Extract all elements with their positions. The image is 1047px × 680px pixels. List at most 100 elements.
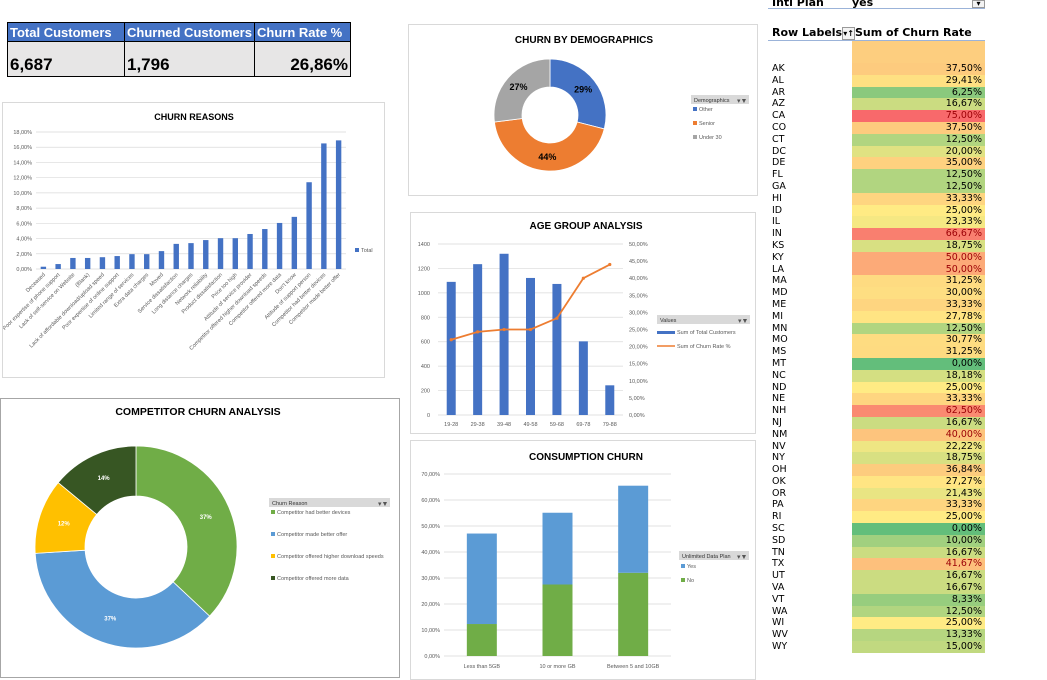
pivot-row[interactable]: NH 62,50% bbox=[768, 405, 985, 417]
pivot-row[interactable]: IN 66,67% bbox=[768, 228, 985, 240]
pivot-row[interactable]: NE 33,33% bbox=[768, 393, 985, 406]
pivot-row[interactable]: WY 15,00% bbox=[768, 641, 985, 653]
churn-reasons-chart[interactable]: CHURN REASONS 0,00% 2,00% 4,00% 6,00% 8,00% 10… bbox=[2, 102, 385, 378]
row-labels-header: Row Labels bbox=[772, 26, 843, 39]
chart-svg: 29% 44% 27% Demographics ▾▼ Other Senior Under … bbox=[493, 35, 749, 172]
state-label: UT bbox=[772, 570, 785, 582]
pivot-row[interactable]: WA 12,50% bbox=[768, 605, 985, 618]
pivot-row[interactable]: CT 12,50% bbox=[768, 133, 985, 146]
value-header: Sum of Churn Rate % bbox=[855, 26, 972, 56]
legend-label: Yes bbox=[687, 564, 696, 570]
sort-filter-icon[interactable]: ▾↑ bbox=[842, 26, 856, 40]
competitor-churn-analysis-chart[interactable]: 37% 37% 12% 14% Churn Reason ▾▼ Competitor had… bbox=[0, 398, 400, 678]
pivot-row[interactable]: SD 10,00% bbox=[768, 534, 985, 547]
pivot-row[interactable]: ND 25,00% bbox=[768, 381, 985, 394]
x-tick-label: Less than 5GB bbox=[464, 664, 501, 670]
pivot-row[interactable]: CA 75,00% bbox=[768, 110, 985, 122]
pivot-row[interactable]: FL 12,50% bbox=[768, 169, 985, 181]
pivot-row[interactable]: MI 27,78% bbox=[768, 310, 985, 323]
churn-rate-cell: 37,50% bbox=[852, 121, 985, 134]
pivot-row[interactable]: LA 50,00% bbox=[768, 263, 985, 276]
pivot-row[interactable]: WI 25,00% bbox=[768, 617, 985, 630]
pivot-row[interactable]: VT 8,33% bbox=[768, 593, 985, 606]
state-label: AR bbox=[772, 86, 786, 98]
state-label: CT bbox=[772, 133, 785, 145]
pivot-row[interactable]: NV 22,22% bbox=[768, 440, 985, 453]
churn-rate-cell: 50,00% bbox=[852, 251, 985, 264]
pivot-row[interactable]: VA 16,67% bbox=[768, 582, 985, 594]
pivot-row[interactable]: WV 13,33% bbox=[768, 629, 985, 642]
pivot-row[interactable]: MS 31,25% bbox=[768, 346, 985, 358]
data-label: 14% bbox=[98, 476, 111, 482]
pivot-row[interactable]: NM 40,00% bbox=[768, 428, 985, 441]
churn-rate-cell: 13,33% bbox=[852, 629, 985, 642]
churn-rate-cell: 27,78% bbox=[852, 310, 985, 323]
pivot-row[interactable]: OR 21,43% bbox=[768, 487, 985, 500]
pivot-row[interactable]: AL 29,41% bbox=[768, 74, 985, 87]
pivot-row[interactable]: KS 18,75% bbox=[768, 239, 985, 252]
pivot-row[interactable]: HI 33,33% bbox=[768, 192, 985, 205]
bar bbox=[578, 341, 588, 415]
x-tick-label: Between 5 and 10GB bbox=[607, 664, 660, 670]
pivot-row[interactable]: DC 20,00% bbox=[768, 145, 985, 158]
state-label: MO bbox=[772, 334, 788, 346]
donut-slice bbox=[34, 549, 211, 649]
y-tick-label: 1000 bbox=[418, 291, 430, 297]
pivot-row[interactable]: NJ 16,67% bbox=[768, 416, 985, 429]
bar bbox=[84, 257, 91, 269]
pivot-row[interactable]: NY 18,75% bbox=[768, 452, 985, 465]
pivot-row[interactable]: KY 50,00% bbox=[768, 251, 985, 264]
pivot-row[interactable]: AR 6,25% bbox=[768, 86, 985, 99]
pivot-row[interactable]: MT 0,00% bbox=[768, 357, 985, 370]
legend-header bbox=[679, 551, 749, 560]
legend-swatch bbox=[271, 576, 275, 580]
churn-rate-cell: 16,67% bbox=[852, 98, 985, 111]
bar bbox=[40, 266, 47, 269]
pivot-row[interactable]: OK 27,27% bbox=[768, 475, 985, 488]
legend-swatch bbox=[693, 135, 697, 139]
pivot-row[interactable]: IL 23,33% bbox=[768, 216, 985, 229]
pivot-row[interactable]: PA 33,33% bbox=[768, 499, 985, 512]
bar bbox=[99, 257, 106, 269]
pivot-row[interactable]: GA 12,50% bbox=[768, 180, 985, 193]
pivot-row[interactable]: DE 35,00% bbox=[768, 157, 985, 170]
bar bbox=[173, 243, 179, 269]
bar bbox=[526, 277, 535, 415]
pivot-blank-cell bbox=[852, 41, 985, 63]
bar-segment bbox=[466, 624, 497, 656]
pivot-row[interactable]: MD 30,00% bbox=[768, 287, 985, 299]
churn-rate-cell: 21,43% bbox=[852, 487, 985, 500]
pivot-row[interactable]: OH 36,84% bbox=[768, 464, 985, 476]
pivot-row[interactable]: TX 41,67% bbox=[768, 558, 985, 571]
consumption-churn-chart[interactable]: CONSUMPTION CHURN 0,00% 10,00% 20,00% 30,00%… bbox=[410, 440, 756, 680]
pivot-row[interactable]: NC 18,18% bbox=[768, 369, 985, 382]
filter-dropdown-icon[interactable]: ▾ bbox=[972, 0, 985, 8]
kpi-header-total-customers: Total Customers bbox=[7, 22, 125, 42]
churn-by-demographics-chart[interactable]: 29% 44% 27% Demographics ▾▼ Other Senior Under … bbox=[408, 24, 758, 196]
pivot-row[interactable]: MA 31,25% bbox=[768, 275, 985, 288]
churn-rate-cell: 16,67% bbox=[852, 570, 985, 583]
state-label: ME bbox=[772, 298, 787, 310]
pivot-row[interactable]: AK 37,50% bbox=[768, 63, 985, 75]
y-tick-label: 10,00% bbox=[13, 191, 32, 197]
chart-title: CONSUMPTION CHURN bbox=[529, 452, 643, 463]
pivot-row[interactable]: CO 37,50% bbox=[768, 121, 985, 134]
state-label: AK bbox=[772, 63, 785, 74]
y-tick-label: 2,00% bbox=[16, 252, 32, 258]
state-label: MD bbox=[772, 287, 788, 299]
y2-tick-label: 20,00% bbox=[629, 345, 648, 351]
pivot-row[interactable]: SC 0,00% bbox=[768, 523, 985, 535]
pivot-row[interactable]: MN 12,50% bbox=[768, 322, 985, 335]
pivot-row[interactable]: ID 25,00% bbox=[768, 204, 985, 217]
pivot-row[interactable]: MO 30,77% bbox=[768, 334, 985, 347]
pivot-filter-row: Intl Plan yes ▾ bbox=[768, 0, 985, 9]
legend-swatch bbox=[681, 578, 685, 582]
age-group-analysis-chart[interactable]: AGE GROUP ANALYSIS 0 200 400 600 800 1000 1200 1… bbox=[410, 212, 756, 434]
churn-rate-cell: 40,00% bbox=[852, 428, 985, 441]
pivot-row[interactable]: ME 33,33% bbox=[768, 298, 985, 311]
pivot-row[interactable]: AZ 16,67% bbox=[768, 98, 985, 111]
pivot-row[interactable]: TN 16,67% bbox=[768, 546, 985, 559]
pivot-row[interactable]: RI 25,00% bbox=[768, 511, 985, 524]
y-tick-label: 0 bbox=[427, 413, 430, 419]
pivot-row[interactable]: UT 16,67% bbox=[768, 570, 985, 583]
